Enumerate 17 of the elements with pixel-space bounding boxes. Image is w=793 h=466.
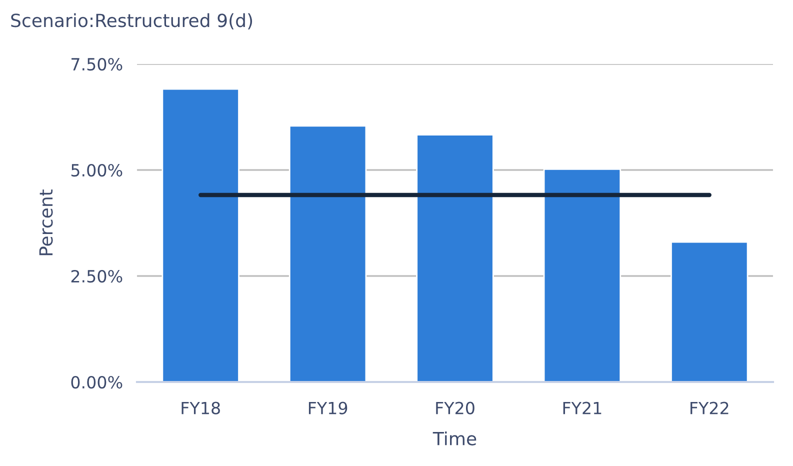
x-axis-title: Time: [432, 431, 476, 446]
x-tick-label: FY19: [308, 402, 348, 414]
bar: [416, 134, 494, 382]
y-tick-label: 5.00%: [71, 164, 122, 177]
x-tick-label: FY18: [182, 402, 220, 414]
bar: [670, 241, 748, 382]
y-tick-label: 2.50%: [71, 270, 122, 283]
x-tick-label: FY22: [690, 402, 728, 414]
y-axis-title: Percent: [39, 189, 53, 256]
y-tick-label: 7.50%: [72, 58, 122, 71]
x-tick-label: FY20: [436, 402, 474, 414]
bar: [288, 125, 367, 382]
bar: [543, 168, 622, 382]
x-tick-label: FY21: [563, 402, 602, 414]
chart-title: Scenario:Restructured 9(d): [11, 13, 252, 30]
bar: [162, 88, 240, 382]
y-tick-label: 0.00%: [71, 376, 122, 389]
